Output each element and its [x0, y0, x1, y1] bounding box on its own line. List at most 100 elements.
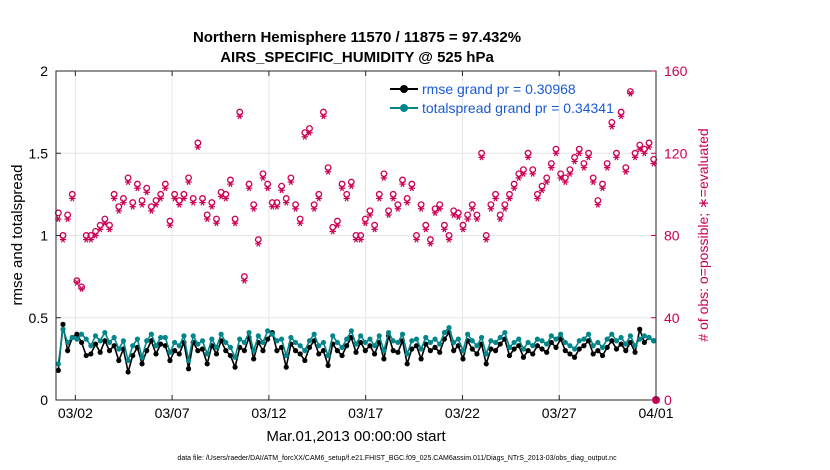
series-point-1: [92, 333, 99, 339]
series-point-0: [88, 351, 94, 357]
y-left-tick-label: 1.5: [29, 145, 49, 161]
obs-evaluated-marker: [371, 226, 378, 233]
obs-evaluated-marker: [450, 211, 457, 219]
series-point-0: [297, 351, 303, 357]
series-point-1: [116, 346, 122, 352]
series-point-0: [283, 364, 289, 370]
series-point-1: [162, 334, 168, 341]
y-right-tick-label: 120: [664, 145, 688, 161]
series-point-1: [55, 361, 61, 367]
obs-possible-marker: [613, 149, 620, 157]
series-point-0: [167, 357, 173, 364]
x-axis-label: Mar.01,2013 00:00:00 start: [266, 428, 446, 445]
obs-evaluated-marker: [580, 164, 588, 171]
obs-evaluated-marker: [59, 236, 67, 243]
obs-evaluated-marker: [571, 158, 578, 165]
obs-possible-marker: [343, 190, 351, 198]
obs-possible-marker: [119, 195, 127, 202]
series-point-0: [162, 343, 168, 349]
obs-possible-marker: [129, 199, 137, 207]
obs-evaluated-marker: [129, 203, 136, 210]
obs-possible-marker: [436, 201, 444, 209]
obs-possible-marker: [571, 153, 579, 161]
obs-evaluated-marker: [171, 195, 178, 202]
obs-evaluated-marker: [310, 205, 318, 212]
obs-evaluated-marker: [362, 220, 369, 227]
series-point-1: [399, 331, 406, 337]
obs-evaluated-marker: [69, 195, 76, 202]
series-point-1: [609, 331, 615, 337]
series-point-0: [427, 348, 434, 354]
series-point-1: [520, 346, 527, 352]
y-left-tick-label: 0: [40, 392, 48, 408]
series-point-0: [437, 349, 443, 355]
obs-possible-marker: [529, 166, 537, 174]
x-tick-label: 03/07: [155, 405, 190, 421]
obs-evaluated-marker: [87, 236, 95, 243]
obs-evaluated-marker: [73, 279, 81, 286]
series-point-1: [553, 336, 559, 342]
series-point-1: [88, 343, 94, 349]
obs-possible-marker: [371, 221, 379, 229]
series-point-0: [488, 346, 494, 352]
series-point-1: [302, 348, 308, 354]
obs-evaluated-marker: [194, 144, 202, 151]
series-point-1: [172, 339, 178, 346]
obs-possible-marker: [608, 118, 616, 126]
obs-possible-marker: [199, 195, 206, 202]
series-point-1: [534, 336, 540, 342]
obs-possible-marker: [240, 273, 248, 281]
obs-possible-marker: [631, 149, 639, 157]
series-point-1: [451, 339, 457, 346]
obs-possible-marker: [278, 182, 286, 190]
series-point-1: [130, 343, 136, 349]
series-point-1: [278, 336, 285, 342]
series-point-1: [590, 343, 596, 349]
obs-evaluated-marker: [385, 211, 392, 219]
x-tick-label: 03/27: [542, 405, 577, 421]
series-point-1: [469, 338, 475, 344]
series-point-1: [516, 336, 522, 342]
obs-evaluated-marker: [180, 195, 188, 202]
obs-evaluated-marker: [636, 146, 643, 153]
obs-evaluated-marker: [199, 199, 206, 206]
series-point-0: [320, 348, 327, 354]
obs-evaluated-marker: [250, 205, 257, 212]
obs-possible-marker: [273, 199, 281, 207]
obs-possible-marker: [268, 199, 276, 207]
series-point-0: [251, 356, 257, 362]
series-point-0: [74, 331, 80, 337]
series-point-0: [525, 348, 531, 354]
y-right-tick-label: 160: [664, 63, 688, 79]
series-point-0: [483, 361, 489, 367]
obs-evaluated-marker: [264, 185, 271, 192]
obs-evaluated-marker: [78, 285, 85, 293]
series-point-0: [125, 369, 131, 375]
legend-rmse-label: rmse grand pr = 0.30968: [422, 81, 576, 97]
obs-possible-marker: [408, 180, 416, 188]
obs-evaluated-marker: [590, 178, 597, 186]
obs-possible-marker: [543, 174, 551, 182]
obs-evaluated-marker: [622, 168, 629, 175]
series-point-0: [576, 346, 582, 352]
series-point-1: [83, 336, 89, 342]
series-point-1: [125, 357, 131, 364]
series-point-1: [74, 336, 80, 342]
series-point-0: [302, 357, 308, 364]
obs-possible-marker: [319, 108, 327, 116]
series-point-0: [241, 348, 247, 354]
series-point-1: [283, 352, 289, 359]
obs-evaluated-marker: [296, 220, 304, 227]
legend-spread-marker: [400, 104, 408, 112]
series-point-0: [176, 351, 182, 357]
series-point-1: [181, 333, 187, 339]
obs-evaluated-marker: [176, 201, 183, 208]
series-point-0: [339, 352, 345, 359]
series-point-1: [637, 336, 643, 342]
series-point-0: [353, 349, 359, 355]
series-point-1: [641, 333, 647, 339]
series-point-0: [520, 354, 527, 360]
legend-rmse-marker: [400, 85, 408, 93]
series-point-1: [409, 338, 415, 344]
obs-evaluated-marker: [408, 185, 416, 192]
